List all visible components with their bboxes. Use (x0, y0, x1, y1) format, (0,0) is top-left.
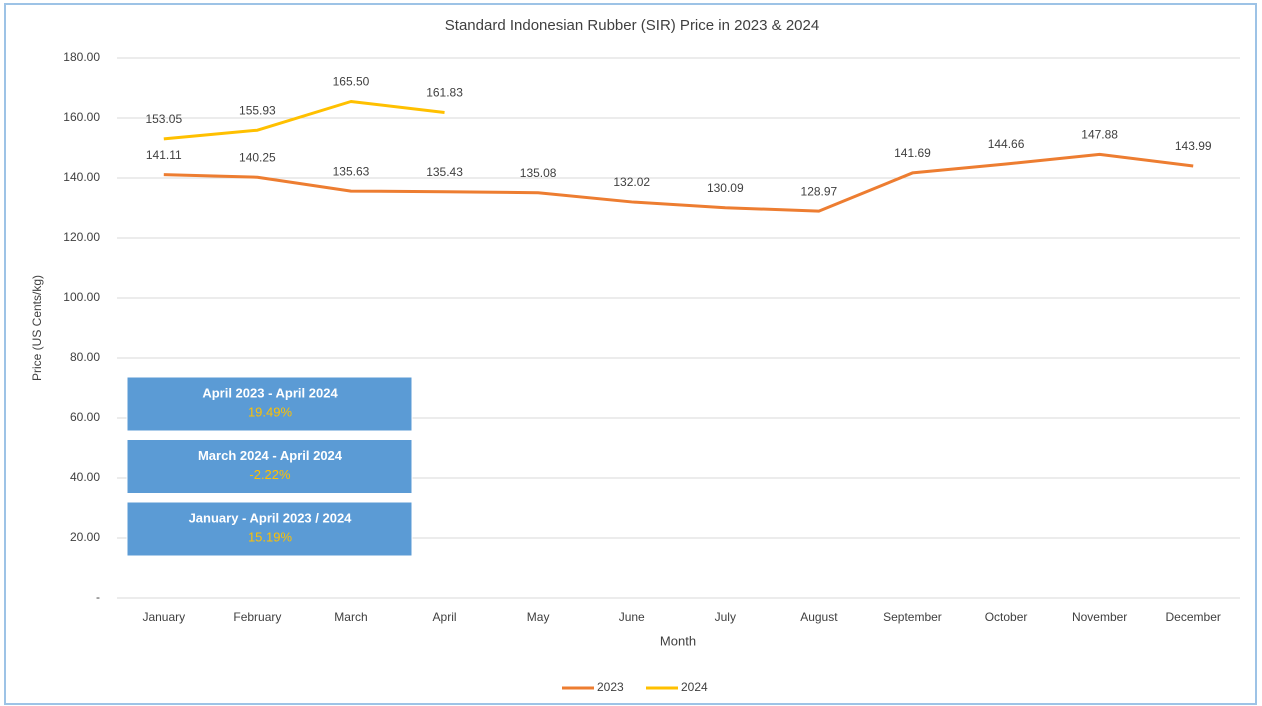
y-tick-label: 100.00 (63, 290, 100, 304)
y-tick-label: 120.00 (63, 230, 100, 244)
y-tick-label: - (96, 590, 100, 604)
y-tick-label: 20.00 (70, 530, 100, 544)
data-label: 135.43 (426, 165, 463, 179)
annotation-box (126, 439, 413, 494)
y-tick-label: 160.00 (63, 110, 100, 124)
y-axis-title: Price (US Cents/kg) (30, 275, 44, 381)
x-tick-label: December (1166, 610, 1221, 624)
data-line (163, 152, 1194, 213)
annotation-value: -2.22% (249, 467, 291, 482)
x-tick-label: October (985, 610, 1028, 624)
y-tick-label: 80.00 (70, 350, 100, 364)
data-label: 144.66 (988, 137, 1025, 151)
data-label: 143.99 (1175, 139, 1212, 153)
x-tick-label: November (1072, 610, 1127, 624)
x-tick-label: April (433, 610, 457, 624)
x-tick-label: July (715, 610, 736, 624)
y-tick-label: 140.00 (63, 170, 100, 184)
data-label: 135.08 (520, 166, 557, 180)
chart-title: Standard Indonesian Rubber (SIR) Price i… (445, 17, 819, 34)
data-label: 165.50 (333, 75, 370, 89)
data-label: 140.25 (239, 150, 276, 164)
data-label: 130.09 (707, 181, 744, 195)
y-tick-label: 40.00 (70, 470, 100, 484)
x-axis-title: Month (660, 633, 696, 648)
data-label: 155.93 (239, 103, 276, 117)
legend-label: 2023 (597, 680, 624, 694)
x-tick-label: June (619, 610, 645, 624)
data-label: 141.69 (894, 146, 931, 160)
data-line (163, 100, 445, 141)
annotation-title: January - April 2023 / 2024 (189, 510, 353, 525)
data-label: 132.02 (613, 175, 650, 189)
annotation-value: 15.19% (248, 529, 293, 544)
data-label: 147.88 (1081, 128, 1118, 142)
annotation-title: March 2024 - April 2024 (198, 448, 343, 463)
x-tick-label: March (334, 610, 367, 624)
annotation-value: 19.49% (248, 404, 293, 419)
data-label: 161.83 (426, 86, 463, 100)
x-tick-label: May (527, 610, 550, 624)
annotation-box (126, 376, 413, 432)
data-label: 141.11 (146, 148, 182, 162)
data-label: 128.97 (801, 184, 838, 198)
legend-label: 2024 (681, 680, 708, 694)
annotation-title: April 2023 - April 2024 (202, 385, 338, 400)
y-tick-label: 180.00 (63, 50, 100, 64)
data-label: 153.05 (145, 112, 182, 126)
x-tick-label: September (883, 610, 942, 624)
y-tick-label: 60.00 (70, 410, 100, 424)
annotation-box (126, 501, 413, 557)
data-label: 135.63 (333, 164, 370, 178)
x-tick-label: January (142, 610, 185, 624)
chart-frame (4, 3, 1257, 705)
x-tick-label: August (800, 610, 838, 624)
x-tick-label: February (233, 610, 281, 624)
